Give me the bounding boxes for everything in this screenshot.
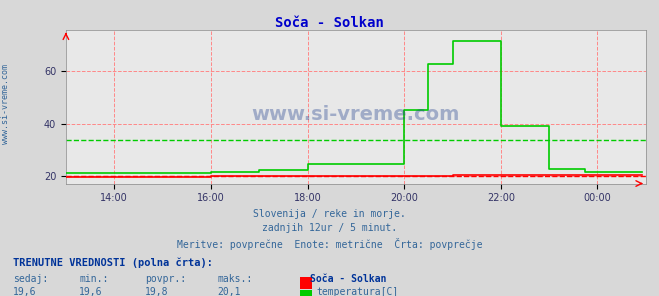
Text: zadnjih 12ur / 5 minut.: zadnjih 12ur / 5 minut. bbox=[262, 223, 397, 234]
Text: Soča - Solkan: Soča - Solkan bbox=[310, 274, 386, 284]
Text: min.:: min.: bbox=[79, 274, 109, 284]
Text: www.si-vreme.com: www.si-vreme.com bbox=[252, 105, 460, 124]
Text: temperatura[C]: temperatura[C] bbox=[316, 287, 399, 296]
Text: 20,1: 20,1 bbox=[217, 287, 241, 296]
Text: 19,6: 19,6 bbox=[13, 287, 37, 296]
Text: sedaj:: sedaj: bbox=[13, 274, 48, 284]
Text: 19,6: 19,6 bbox=[79, 287, 103, 296]
Text: TRENUTNE VREDNOSTI (polna črta):: TRENUTNE VREDNOSTI (polna črta): bbox=[13, 258, 213, 268]
Text: Meritve: povprečne  Enote: metrične  Črta: povprečje: Meritve: povprečne Enote: metrične Črta:… bbox=[177, 238, 482, 250]
Text: Slovenija / reke in morje.: Slovenija / reke in morje. bbox=[253, 209, 406, 219]
Text: maks.:: maks.: bbox=[217, 274, 252, 284]
Text: Soča - Solkan: Soča - Solkan bbox=[275, 16, 384, 30]
Text: 19,8: 19,8 bbox=[145, 287, 169, 296]
Text: www.si-vreme.com: www.si-vreme.com bbox=[1, 64, 10, 144]
Text: povpr.:: povpr.: bbox=[145, 274, 186, 284]
